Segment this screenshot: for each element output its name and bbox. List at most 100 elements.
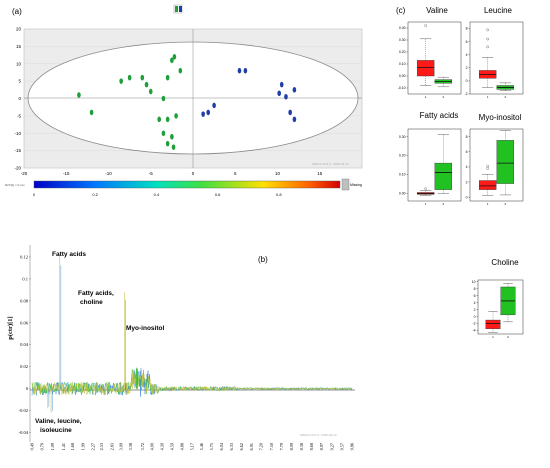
scatter-point bbox=[157, 116, 161, 123]
boxplot-y-tick: 0.40 bbox=[399, 26, 406, 30]
boxplot-box bbox=[496, 140, 515, 184]
boxplot-y-tick: 4 bbox=[474, 301, 476, 305]
loadings-y-tick: 0.1 bbox=[22, 276, 28, 281]
colorbar-missing-label: Missing bbox=[350, 183, 362, 187]
scatter-point bbox=[161, 95, 166, 102]
loadings-x-tick: 4.00 bbox=[149, 443, 154, 450]
scatter-x-tick: 5 bbox=[234, 171, 237, 176]
annotation-fatty-acids-choline-1: Fatty acids, bbox=[78, 290, 114, 297]
scatter-point bbox=[292, 87, 297, 93]
boxplot-y-tick: 4 bbox=[466, 53, 468, 57]
watermark-b: SIMCA 13.0.3 - 2016-03-14 bbox=[300, 433, 337, 437]
loadings-series-line bbox=[31, 368, 353, 397]
scatter-point bbox=[89, 109, 94, 116]
scatter-point bbox=[201, 111, 205, 117]
scatter-x-tick: 0 bbox=[192, 171, 195, 176]
boxplot-y-tick: 0.00 bbox=[399, 74, 406, 78]
loadings-y-tick: 0.08 bbox=[20, 298, 29, 303]
loadings-y-ticks: 0.12 0.1 0.08 0.06 0.04 0.02 0 -0.02 -0.04 bbox=[19, 254, 31, 435]
loadings-x-tick: 8.09 bbox=[289, 443, 294, 450]
scatter-point bbox=[237, 67, 242, 74]
loadings-y-tick: 0 bbox=[26, 386, 29, 391]
boxplot-frame bbox=[469, 21, 524, 95]
loadings-x-tick: 7.79 bbox=[279, 443, 284, 450]
boxplot-y-tick: 2 bbox=[466, 66, 468, 70]
loadings-plot-panel: (b) p(ctr)[1] 0.12 0.1 0.08 0.06 0.04 0.02 0 -0… bbox=[7, 245, 355, 450]
loadings-x-tick: 9.57 bbox=[340, 443, 345, 450]
boxplot-outlier bbox=[486, 45, 489, 49]
loadings-x-tick: 6.91 bbox=[249, 443, 254, 450]
loadings-x-tick: 6.04 bbox=[219, 442, 224, 450]
boxplot-outlier bbox=[486, 28, 489, 32]
loadings-y-tick: 0.04 bbox=[20, 342, 29, 347]
boxplot-valine: Valine 0.40 0.30 0.20 0.10 0.00 -0.10 1 2 bbox=[398, 6, 462, 99]
boxplot-box bbox=[478, 180, 497, 190]
boxplot-y-tick: -0.10 bbox=[398, 86, 406, 90]
scatter-point bbox=[170, 133, 174, 140]
scatter-point bbox=[148, 88, 153, 95]
loadings-y-tick: -0.02 bbox=[19, 408, 28, 413]
loadings-x-tick: 3.09 bbox=[118, 443, 123, 450]
boxplot-y-tick: 8 bbox=[466, 27, 468, 31]
scatter-y-tick: 5 bbox=[18, 79, 21, 84]
boxplot-frame bbox=[407, 128, 462, 202]
loadings-x-tick: 5.17 bbox=[189, 443, 194, 450]
boxplot-outlier bbox=[486, 37, 489, 41]
loadings-x-tick: 1.99 bbox=[81, 443, 86, 450]
scatter-x-tick: -10 bbox=[105, 171, 112, 176]
colorbar-tick: 0.8 bbox=[276, 192, 282, 197]
boxplot-y-tick: -2 bbox=[472, 322, 475, 326]
loadings-x-tick: 1.41 bbox=[61, 443, 66, 450]
boxplot-leucine: Leucine 8 6 4 2 0 -2 1 2 bbox=[464, 6, 524, 99]
boxplot-choline: Choline 10 8 6 4 2 0 -2 -4 1 2 bbox=[472, 258, 524, 339]
scatter-point bbox=[277, 90, 281, 97]
loadings-y-tick: -0.04 bbox=[19, 430, 29, 435]
boxplot-y-tick: 0.20 bbox=[399, 50, 406, 54]
scatter-x-tick: -15 bbox=[63, 171, 70, 176]
boxplot-y-tick: 0.10 bbox=[399, 173, 406, 177]
scatter-point bbox=[127, 74, 132, 81]
boxplot-y-tick: 2 bbox=[466, 180, 468, 184]
loadings-x-ticks: 0.49 0.79 1.09 1.41 1.68 1.99 2.27 2.53 2.83 3.09… bbox=[30, 442, 355, 450]
scatter-x-tick: 15 bbox=[317, 171, 323, 176]
boxplot-y-tick: 6 bbox=[474, 294, 476, 298]
scatter-point bbox=[288, 109, 292, 116]
loadings-x-tick: 2.83 bbox=[109, 443, 114, 450]
scatter-point bbox=[140, 74, 145, 81]
scatter-points bbox=[77, 54, 297, 150]
boxplot-y-tick: 4 bbox=[466, 165, 468, 169]
boxplot-frame bbox=[477, 279, 524, 335]
boxplot-x-tick: 1 bbox=[487, 202, 489, 206]
loadings-y-tick: 0.02 bbox=[20, 364, 28, 369]
boxplot-y-tick: 6 bbox=[466, 40, 468, 44]
scatter-x-tick: 10 bbox=[275, 171, 281, 176]
boxplot-y-tick: 6 bbox=[466, 150, 468, 154]
colorbar-label: R2X[1] = 0.xxx bbox=[5, 183, 25, 187]
scatter-y-tick: -15 bbox=[14, 148, 21, 153]
boxplot-x-tick: 1 bbox=[425, 95, 427, 99]
boxplot-box bbox=[485, 319, 501, 329]
scatter-point bbox=[174, 113, 178, 119]
boxplot-x-tick: 2 bbox=[504, 202, 506, 206]
loadings-x-tick: 4.59 bbox=[170, 443, 175, 450]
scatter-point bbox=[279, 81, 284, 88]
boxplot-title: Leucine bbox=[484, 6, 513, 15]
scatter-point bbox=[172, 54, 177, 60]
legend-swatch-group2 bbox=[179, 6, 182, 12]
loadings-spectrum bbox=[31, 254, 353, 413]
scatter-y-tick: -10 bbox=[14, 131, 21, 136]
scatter-point bbox=[292, 116, 297, 123]
annotation-valine-leucine-1: Valine, leucine, bbox=[35, 418, 82, 425]
annotation-myo-inositol: Myo-inositol bbox=[126, 325, 164, 332]
boxplot-title: Choline bbox=[491, 258, 519, 267]
loadings-x-tick: 4.30 bbox=[160, 443, 165, 450]
scatter-point bbox=[165, 116, 170, 123]
boxplot-y-tick: 0 bbox=[474, 315, 476, 319]
scatter-point bbox=[243, 67, 248, 74]
boxplot-y-tick: 0 bbox=[466, 195, 468, 199]
colorbar-tick: 0.2 bbox=[92, 192, 98, 197]
scatter-x-ticks: -20 -15 -10 -5 0 5 10 15 bbox=[21, 171, 323, 176]
score-plot-panel: (a) 20 15 10 5 0 -5 -10 -15 -20 -20 -15 -10 -5 0 5 10 1… bbox=[5, 4, 363, 197]
